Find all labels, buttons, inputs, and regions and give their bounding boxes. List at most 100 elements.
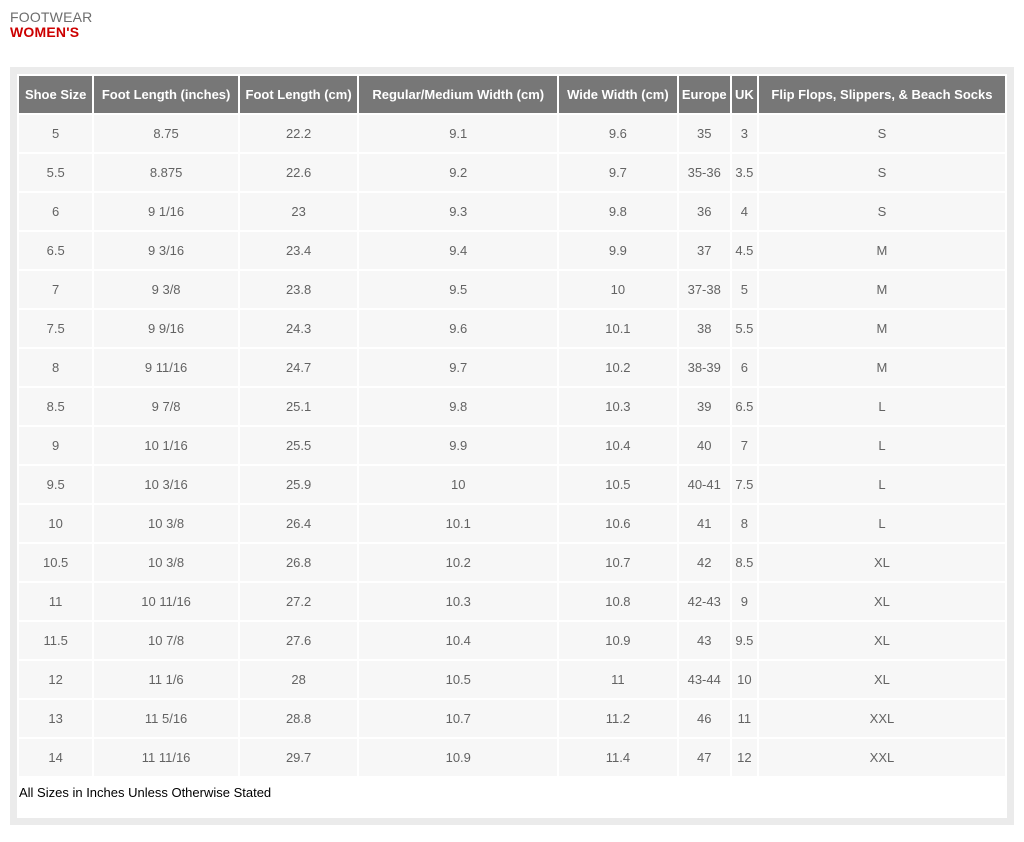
- table-cell: 9.7: [359, 349, 558, 386]
- table-cell: M: [758, 232, 1005, 269]
- table-cell: 8: [731, 505, 757, 542]
- table-cell: 40-41: [678, 466, 730, 503]
- table-cell: 6: [19, 193, 93, 230]
- table-cell: 39: [678, 388, 730, 425]
- table-cell: 10 11/16: [94, 583, 238, 620]
- table-cell: 9 9/16: [94, 310, 238, 347]
- table-cell: 23: [239, 193, 358, 230]
- table-cell: 46: [678, 700, 730, 737]
- table-cell: 47: [678, 739, 730, 776]
- table-cell: 9.5: [359, 271, 558, 308]
- table-cell: 28: [239, 661, 358, 698]
- table-cell: 9.5: [19, 466, 93, 503]
- table-cell: 10.1: [559, 310, 677, 347]
- table-cell: XL: [758, 583, 1005, 620]
- table-cell: 10.6: [559, 505, 677, 542]
- table-cell: 3.5: [731, 154, 757, 191]
- table-cell: 27.2: [239, 583, 358, 620]
- table-cell: 5.5: [19, 154, 93, 191]
- table-cell: M: [758, 271, 1005, 308]
- table-cell: 9.3: [359, 193, 558, 230]
- table-cell: 36: [678, 193, 730, 230]
- table-row: 5.5 8.875 22.6 9.2 9.7 35-36 3.5 S: [19, 154, 1005, 191]
- header-cell: Shoe Size: [19, 76, 93, 113]
- table-cell: 9.1: [359, 115, 558, 152]
- header-cell: Flip Flops, Slippers, & Beach Socks: [758, 76, 1005, 113]
- table-cell: 10.4: [559, 427, 677, 464]
- table-cell: 9.8: [359, 388, 558, 425]
- table-cell: 9.9: [559, 232, 677, 269]
- table-cell: 9.6: [359, 310, 558, 347]
- table-cell: 9.8: [559, 193, 677, 230]
- header-cell: UK: [731, 76, 757, 113]
- table-row: 5 8.75 22.2 9.1 9.6 35 3 S: [19, 115, 1005, 152]
- table-cell: L: [758, 466, 1005, 503]
- table-cell: 13: [19, 700, 93, 737]
- table-cell: 10.5: [19, 544, 93, 581]
- table-cell: 12: [19, 661, 93, 698]
- table-cell: 9.6: [559, 115, 677, 152]
- table-row: 11 10 11/16 27.2 10.3 10.8 42-43 9 XL: [19, 583, 1005, 620]
- table-cell: 10.7: [559, 544, 677, 581]
- table-cell: 9 11/16: [94, 349, 238, 386]
- page-title: WOMEN'S: [10, 24, 80, 40]
- table-cell: 10.1: [359, 505, 558, 542]
- table-cell: 10.3: [559, 388, 677, 425]
- table-cell: 26.8: [239, 544, 358, 581]
- table-cell: L: [758, 427, 1005, 464]
- table-cell: 6.5: [19, 232, 93, 269]
- table-cell: 12: [731, 739, 757, 776]
- table-cell: 22.6: [239, 154, 358, 191]
- table-row: 9 10 1/16 25.5 9.9 10.4 40 7 L: [19, 427, 1005, 464]
- table-cell: 10 7/8: [94, 622, 238, 659]
- table-cell: 8.5: [731, 544, 757, 581]
- table-row: 10 10 3/8 26.4 10.1 10.6 41 8 L: [19, 505, 1005, 542]
- table-cell: 25.9: [239, 466, 358, 503]
- table-cell: 10.2: [559, 349, 677, 386]
- table-cell: 7.5: [19, 310, 93, 347]
- table-cell: XL: [758, 661, 1005, 698]
- table-cell: 9.5: [731, 622, 757, 659]
- table-cell: S: [758, 193, 1005, 230]
- header-cell: Foot Length (cm): [239, 76, 358, 113]
- table-cell: XL: [758, 622, 1005, 659]
- table-cell: 10 1/16: [94, 427, 238, 464]
- size-footnote: All Sizes in Inches Unless Otherwise Sta…: [19, 785, 272, 800]
- size-chart-table: Shoe Size Foot Length (inches) Foot Length…: [17, 74, 1007, 778]
- table-cell: 8.75: [94, 115, 238, 152]
- table-cell: 10.3: [359, 583, 558, 620]
- table-cell: 10 3/8: [94, 544, 238, 581]
- table-cell: 43-44: [678, 661, 730, 698]
- table-row: 10.5 10 3/8 26.8 10.2 10.7 42 8.5 XL: [19, 544, 1005, 581]
- table-cell: 37-38: [678, 271, 730, 308]
- table-cell: 9.4: [359, 232, 558, 269]
- table-cell: XXL: [758, 739, 1005, 776]
- table-cell: 9 1/16: [94, 193, 238, 230]
- table-cell: 42-43: [678, 583, 730, 620]
- table-cell: 11: [731, 700, 757, 737]
- table-cell: 7: [19, 271, 93, 308]
- table-cell: 43: [678, 622, 730, 659]
- table-cell: 11.4: [559, 739, 677, 776]
- table-cell: S: [758, 154, 1005, 191]
- table-cell: 9 3/16: [94, 232, 238, 269]
- table-cell: 10.8: [559, 583, 677, 620]
- table-cell: 8: [19, 349, 93, 386]
- table-cell: 10: [19, 505, 93, 542]
- table-cell: 27.6: [239, 622, 358, 659]
- table-cell: 5: [731, 271, 757, 308]
- table-cell: 10: [731, 661, 757, 698]
- table-cell: 25.1: [239, 388, 358, 425]
- table-row: 9.5 10 3/16 25.9 10 10.5 40-41 7.5 L: [19, 466, 1005, 503]
- table-cell: 9: [731, 583, 757, 620]
- table-cell: 11: [19, 583, 93, 620]
- table-cell: 14: [19, 739, 93, 776]
- table-cell: 9.2: [359, 154, 558, 191]
- table-cell: 10.9: [559, 622, 677, 659]
- table-cell: 26.4: [239, 505, 358, 542]
- table-cell: 10.5: [559, 466, 677, 503]
- table-cell: 25.5: [239, 427, 358, 464]
- table-row: 7.5 9 9/16 24.3 9.6 10.1 38 5.5 M: [19, 310, 1005, 347]
- table-cell: 35-36: [678, 154, 730, 191]
- table-cell: 6: [731, 349, 757, 386]
